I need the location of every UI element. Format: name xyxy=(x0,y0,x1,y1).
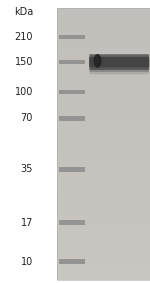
Text: 35: 35 xyxy=(21,164,33,174)
FancyBboxPatch shape xyxy=(89,57,149,67)
Circle shape xyxy=(94,55,101,67)
FancyBboxPatch shape xyxy=(58,167,85,172)
Text: 10: 10 xyxy=(21,257,33,267)
FancyBboxPatch shape xyxy=(58,116,85,121)
FancyBboxPatch shape xyxy=(90,57,149,65)
Text: kDa: kDa xyxy=(14,7,33,17)
FancyBboxPatch shape xyxy=(58,60,85,64)
FancyBboxPatch shape xyxy=(58,35,85,39)
FancyBboxPatch shape xyxy=(89,57,149,65)
Text: 70: 70 xyxy=(21,113,33,123)
Text: 100: 100 xyxy=(15,87,33,97)
FancyBboxPatch shape xyxy=(58,259,85,264)
FancyBboxPatch shape xyxy=(89,59,149,67)
FancyBboxPatch shape xyxy=(90,64,149,72)
FancyBboxPatch shape xyxy=(90,66,149,74)
Text: 210: 210 xyxy=(15,32,33,42)
Text: 17: 17 xyxy=(21,218,33,228)
FancyBboxPatch shape xyxy=(89,54,149,70)
FancyBboxPatch shape xyxy=(90,55,149,63)
FancyBboxPatch shape xyxy=(58,220,85,225)
Text: 150: 150 xyxy=(15,57,33,67)
FancyBboxPatch shape xyxy=(58,90,85,94)
Bar xyxy=(57,8,150,280)
